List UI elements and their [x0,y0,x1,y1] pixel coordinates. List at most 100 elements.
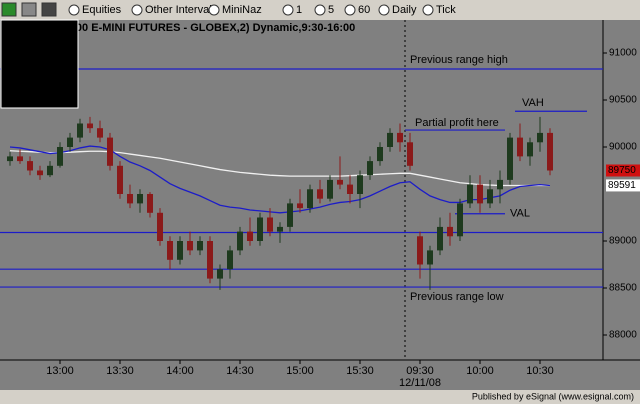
candle-body [87,123,93,129]
candle-body [147,193,153,213]
y-tick-label: 89000 [609,236,637,247]
candle-body [107,137,113,166]
candle-body [247,231,253,241]
toolbar-icon[interactable] [68,4,80,16]
candle-body [457,203,463,237]
candle-body [307,189,313,209]
candle-body [227,250,233,270]
x-tick-label: 13:30 [106,365,134,377]
candle-body [397,132,403,143]
x-tick-label: 10:30 [526,365,554,377]
candle-body [407,142,413,166]
candle-body [7,156,13,162]
candle-body [197,240,203,251]
date-label: 12/11/08 [399,377,441,389]
x-tick-label: 15:00 [286,365,314,377]
candle-body [357,175,363,194]
x-tick-label: 13:00 [46,365,74,377]
candle-body [477,184,483,204]
toolbar-icon[interactable] [21,2,37,17]
toolbar-icon[interactable] [131,4,143,16]
level-label: Previous range low [410,291,504,303]
toolbar-item[interactable]: 5 [328,4,334,16]
candle-body [427,250,433,265]
candle-body [277,226,283,232]
candle-body [547,132,553,171]
candle-body [57,146,63,166]
info-value: 89150 [45,74,68,83]
y-tick-label: 90500 [609,95,637,106]
level-label: VAH [522,97,544,109]
info-value: 14:12 [45,42,66,51]
info-label: Date: [23,32,42,41]
ma-marker-label: 89591 [608,180,636,191]
info-label: Low [27,84,42,93]
candle-body [17,156,23,162]
candle-body [367,161,373,176]
candle-body [137,193,143,204]
x-tick-label: 14:00 [166,365,194,377]
toolbar-icon[interactable] [378,4,390,16]
ma-marker [606,179,640,192]
candle-body [37,170,43,176]
info-label: Time: [22,42,42,51]
x-tick-label: 15:30 [346,365,374,377]
chart-title: ES #F - S&P 500 E-MINI FUTURES - GLOBEX,… [4,22,355,34]
footer-bg [0,390,640,404]
toolbar-icon[interactable] [314,4,326,16]
info-value: ES #F,2 [45,21,74,30]
candle-body [207,240,213,279]
info-label: Symbol: [13,21,42,30]
candle-body [67,137,73,147]
candle-body [447,226,453,237]
info-label: Open [22,63,42,72]
info-label: Price: [22,53,42,62]
candle-body [257,217,263,241]
footer: Published by eSignal (www.esignal.com) [472,391,634,401]
toolbar-item[interactable]: Equities [82,4,122,16]
y-tick-label: 91000 [609,48,637,59]
toolbar-icon[interactable] [282,4,294,16]
toolbar-icon[interactable] [41,2,57,17]
candle-body [347,184,353,194]
x-tick-label: 10:00 [466,365,494,377]
candle-body [537,132,543,143]
candle-body [157,212,163,241]
toolbar-icon[interactable] [208,4,220,16]
candle-body [497,179,503,190]
toolbar-item[interactable]: 1 [296,4,302,16]
candle-body [117,165,123,194]
candle-body [517,137,523,157]
info-label: Close [22,95,43,104]
y-tick-label: 88000 [609,330,637,341]
toolbar-item[interactable]: Daily [392,4,417,16]
level-label: Previous range high [410,54,508,66]
candle-body [27,161,33,171]
candle-body [237,231,243,251]
toolbar-icon[interactable] [1,2,17,17]
candle-body [387,132,393,147]
moving-average [9,150,551,187]
candle-body [507,137,513,180]
candle-body [417,236,423,265]
x-tick-label: 09:30 [406,365,434,377]
toolbar-icon[interactable] [344,4,356,16]
level-label: VAL [510,208,530,220]
info-value: 89413 [45,53,68,62]
candle-body [177,240,183,260]
toolbar-item[interactable]: 60 [358,4,370,16]
level-label: Partial profit here [415,117,499,129]
candle-body [77,123,83,138]
x-tick-label: 14:30 [226,365,254,377]
price-marker [606,164,640,177]
info-value: 89075 [45,95,68,104]
toolbar-item[interactable]: Other Intervals [145,4,218,16]
info-label: High [26,74,42,83]
y-tick-label: 90000 [609,142,637,153]
toolbar-item[interactable]: MiniNaz [222,4,262,16]
price-marker-label: 89750 [608,165,636,176]
toolbar-item[interactable]: Tick [436,4,456,16]
toolbar-icon[interactable] [422,4,434,16]
